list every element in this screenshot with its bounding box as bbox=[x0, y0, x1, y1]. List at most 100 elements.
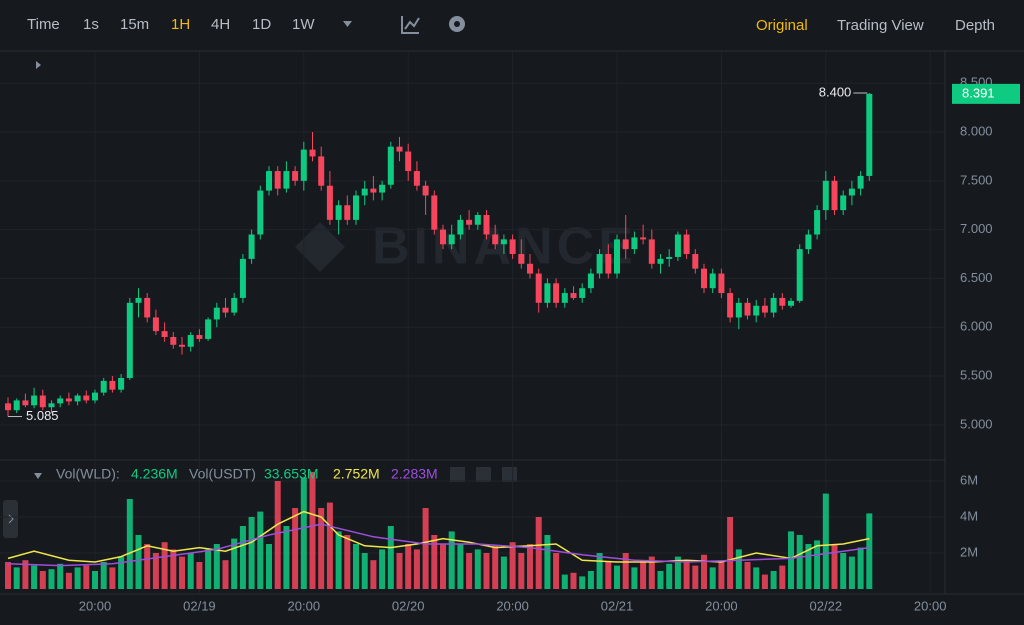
legend-eye-icon[interactable] bbox=[450, 467, 465, 482]
legend-toggle[interactable] bbox=[34, 473, 42, 479]
legend-item: Vol(WLD): bbox=[56, 466, 120, 482]
volume-bar bbox=[39, 571, 46, 589]
candle-body bbox=[370, 188, 377, 193]
candle-body bbox=[170, 336, 177, 345]
volume-bar bbox=[822, 493, 829, 589]
interval-button[interactable]: 1H bbox=[171, 16, 190, 33]
volume-bar bbox=[422, 508, 429, 589]
candle-body bbox=[222, 307, 229, 313]
candle-body bbox=[735, 302, 742, 318]
interval-dropdown[interactable] bbox=[343, 21, 352, 27]
candle-body bbox=[674, 234, 681, 257]
volume-bar bbox=[666, 563, 673, 589]
candle-body bbox=[144, 297, 151, 318]
volume-bar bbox=[274, 481, 281, 589]
candle-body bbox=[709, 273, 716, 289]
candle-body bbox=[292, 171, 299, 181]
volume-bar bbox=[692, 565, 699, 589]
y-tick-label: 8.000 bbox=[960, 123, 993, 138]
volume-bar bbox=[335, 531, 342, 589]
candle-body bbox=[13, 400, 20, 411]
candle-body bbox=[857, 175, 864, 189]
volume-bar bbox=[527, 544, 534, 589]
candle-body bbox=[657, 258, 664, 264]
view-tab[interactable]: Depth bbox=[955, 17, 995, 34]
settings-icon[interactable] bbox=[449, 16, 465, 32]
volume-bar bbox=[605, 562, 612, 589]
legend-close-icon[interactable] bbox=[502, 467, 517, 482]
legend-settings-icon[interactable] bbox=[476, 467, 491, 482]
candle-body bbox=[622, 239, 629, 250]
volume-bar bbox=[735, 549, 742, 589]
low-label: 5.085 bbox=[26, 408, 59, 423]
volume-bar bbox=[344, 535, 351, 589]
volume-bar bbox=[457, 544, 464, 589]
candle-body bbox=[805, 234, 812, 250]
watermark: BINANCE bbox=[372, 218, 637, 276]
candle-body bbox=[440, 229, 447, 245]
interval-button[interactable]: 1D bbox=[252, 16, 271, 33]
candle-body bbox=[205, 319, 212, 339]
volume-bar bbox=[535, 517, 542, 589]
interval-button[interactable]: Time bbox=[27, 16, 60, 33]
interval-button[interactable]: 15m bbox=[120, 16, 149, 33]
candle-body bbox=[83, 395, 90, 401]
collapse-handle[interactable] bbox=[3, 500, 18, 538]
candle-body bbox=[570, 293, 577, 298]
candle-body bbox=[318, 156, 325, 186]
candle-body bbox=[466, 219, 473, 225]
volume-bar bbox=[57, 563, 64, 589]
indicator-icon[interactable] bbox=[401, 16, 420, 34]
volume-bar bbox=[492, 545, 499, 589]
view-tab[interactable]: Original bbox=[756, 17, 808, 34]
candle-body bbox=[727, 293, 734, 318]
volume-bar bbox=[231, 538, 238, 589]
legend-item: 2.752M bbox=[333, 466, 380, 482]
volume-bar bbox=[126, 499, 133, 589]
candle-body bbox=[353, 195, 360, 220]
y-tick-label: 7.000 bbox=[960, 221, 993, 236]
volume-bar bbox=[118, 556, 125, 589]
interval-button[interactable]: 4H bbox=[211, 16, 230, 33]
volume-bar bbox=[466, 553, 473, 589]
volume-bar bbox=[587, 571, 594, 589]
candle-body bbox=[840, 195, 847, 211]
candle-body bbox=[492, 234, 499, 245]
candle-body bbox=[788, 300, 795, 306]
interval-button[interactable]: 1s bbox=[83, 16, 99, 33]
candle-body bbox=[39, 395, 46, 408]
candle-body bbox=[535, 273, 542, 303]
candle-body bbox=[648, 239, 655, 264]
expand-arrow[interactable] bbox=[36, 61, 41, 69]
volume-bar bbox=[48, 569, 55, 589]
watermark-logo bbox=[295, 222, 345, 272]
interval-button[interactable]: 1W bbox=[292, 16, 315, 33]
candle-body bbox=[544, 283, 551, 303]
y-tick-label: 5.500 bbox=[960, 367, 993, 382]
candle-body bbox=[387, 146, 394, 185]
candle-body bbox=[396, 146, 403, 152]
x-tick-label: 20:00 bbox=[705, 598, 738, 613]
volume-bar bbox=[788, 531, 795, 589]
candle-body bbox=[126, 302, 133, 378]
candle-body bbox=[640, 237, 647, 240]
candle-body bbox=[109, 380, 116, 390]
candle-body bbox=[239, 258, 246, 298]
candle-body bbox=[213, 307, 220, 320]
volume-bar bbox=[753, 567, 760, 589]
candle-body bbox=[553, 283, 560, 303]
candle-body bbox=[335, 205, 342, 220]
volume-bar bbox=[239, 526, 246, 589]
volume-bar bbox=[796, 535, 803, 589]
candle-body bbox=[152, 317, 159, 332]
last-price-label: 8.391 bbox=[962, 85, 995, 100]
view-tab[interactable]: Trading View bbox=[837, 17, 924, 34]
candle-body bbox=[187, 335, 194, 347]
candle-body bbox=[57, 398, 64, 404]
volume-bar bbox=[474, 549, 481, 589]
volume-bar bbox=[213, 544, 220, 589]
volume-bar bbox=[674, 556, 681, 589]
candle-body bbox=[65, 398, 72, 402]
